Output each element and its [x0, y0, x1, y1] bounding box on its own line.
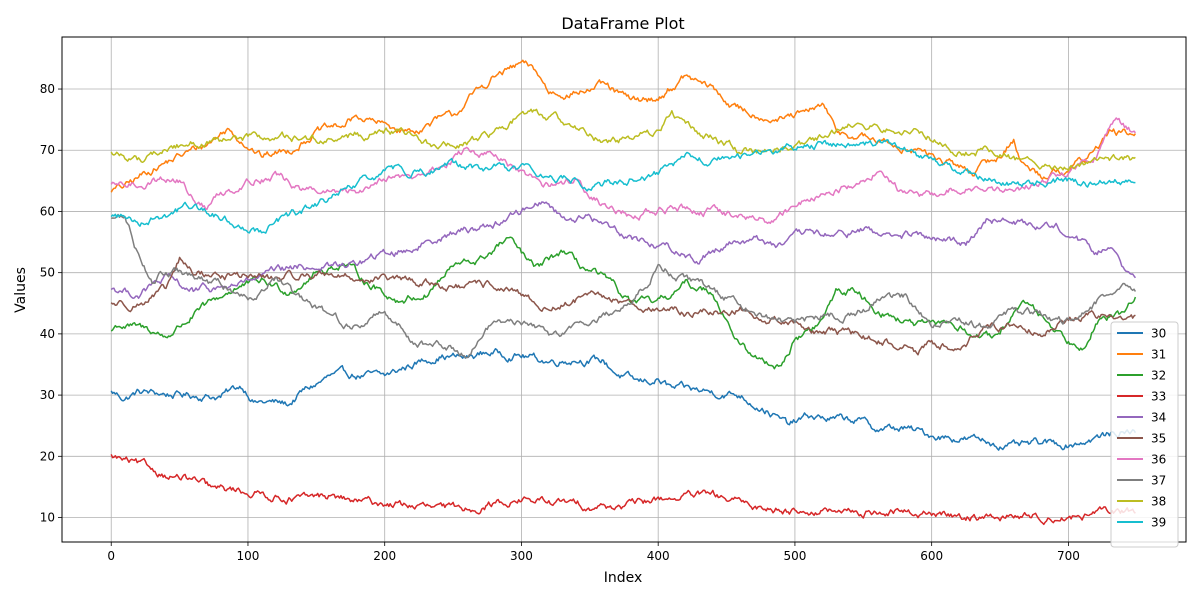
x-tick-label: 400: [647, 549, 670, 563]
series-lines: [110, 59, 1137, 526]
series-line-39: [110, 139, 1136, 234]
legend-label-30: 30: [1151, 327, 1166, 341]
legend-label-32: 32: [1151, 369, 1166, 383]
x-tick-label: 600: [920, 549, 943, 563]
y-tick-label: 20: [40, 449, 55, 463]
series-line-36: [110, 117, 1136, 225]
x-tick-label: 200: [373, 549, 396, 563]
x-tick-label: 0: [107, 549, 115, 563]
y-axis-ticks: 10 20 30 40 50 60 70 80: [40, 82, 62, 525]
plot-frame: [61, 36, 1187, 543]
y-axis-label: Values: [13, 267, 29, 313]
grid-lines: [62, 37, 1186, 542]
legend-label-31: 31: [1151, 348, 1166, 362]
legend-label-38: 38: [1151, 495, 1166, 509]
legend-label-33: 33: [1151, 390, 1166, 404]
x-axis-label: Index: [604, 570, 643, 586]
x-tick-label: 300: [510, 549, 533, 563]
series-line-31: [110, 59, 1137, 193]
legend-label-36: 36: [1151, 453, 1166, 467]
chart-title: DataFrame Plot: [561, 14, 684, 33]
series-line-33: [110, 454, 1136, 526]
series-line-38: [110, 108, 1136, 172]
y-tick-label: 80: [40, 82, 55, 96]
series-line-35: [110, 256, 1136, 356]
x-tick-label: 700: [1057, 549, 1080, 563]
legend-label-34: 34: [1151, 411, 1166, 425]
legend-label-37: 37: [1151, 474, 1166, 488]
legend-label-39: 39: [1151, 516, 1166, 530]
y-tick-label: 70: [40, 143, 55, 157]
x-tick-label: 100: [237, 549, 260, 563]
y-tick-label: 50: [40, 266, 55, 280]
legend-box: [1110, 321, 1179, 548]
y-tick-label: 40: [40, 327, 55, 341]
series-line-37: [111, 213, 1137, 359]
series-line-30: [110, 348, 1137, 451]
legend-label-35: 35: [1151, 432, 1166, 446]
x-tick-label: 500: [783, 549, 806, 563]
y-tick-label: 30: [40, 388, 55, 402]
series-line-32: [110, 236, 1137, 370]
y-tick-label: 60: [40, 204, 55, 218]
legend: 30 31 32 33 34 35 36 37 38 39: [1110, 321, 1179, 548]
series-line-34: [110, 201, 1137, 300]
y-tick-label: 10: [40, 511, 55, 525]
x-axis-ticks: 0 100 200 300 400 500 600 700: [107, 542, 1080, 563]
